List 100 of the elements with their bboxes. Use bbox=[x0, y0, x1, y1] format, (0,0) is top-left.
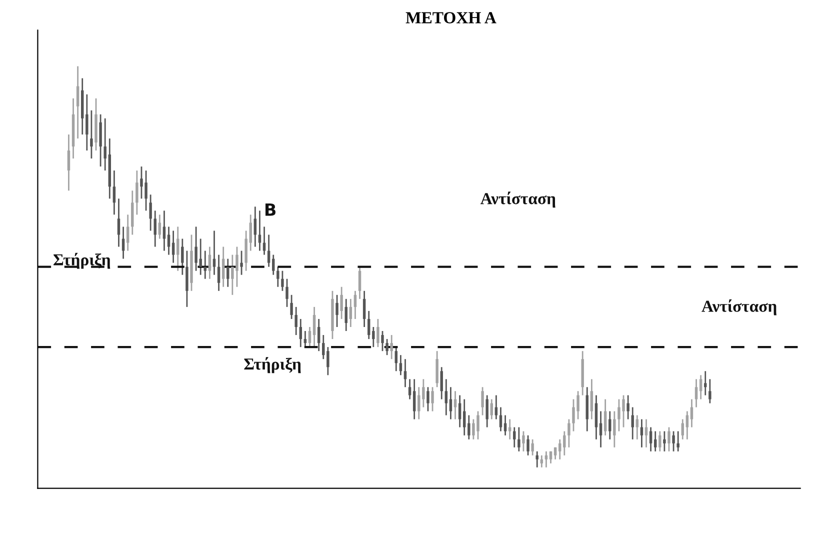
candlestick bbox=[344, 298, 348, 332]
candlestick bbox=[312, 306, 316, 348]
candlestick bbox=[208, 246, 212, 280]
candlestick bbox=[599, 410, 602, 448]
candlestick bbox=[317, 318, 320, 352]
candlestick bbox=[249, 214, 252, 252]
candlestick bbox=[449, 386, 452, 420]
candlestick bbox=[117, 198, 120, 248]
candlestick bbox=[408, 378, 412, 400]
candlestick bbox=[181, 238, 184, 276]
candlestick bbox=[299, 318, 302, 348]
candlestick bbox=[367, 310, 370, 340]
chart-title: ΜΕΤΟΧΗ Α bbox=[406, 12, 496, 24]
candlestick bbox=[386, 338, 388, 356]
candlestick bbox=[126, 214, 130, 252]
candlestick bbox=[608, 410, 612, 440]
candlestick bbox=[640, 418, 644, 448]
candlestick bbox=[222, 246, 225, 288]
candlestick bbox=[362, 290, 366, 328]
annotation: Αντίσταση bbox=[702, 299, 776, 316]
candlestick bbox=[522, 430, 525, 452]
candlestick bbox=[681, 418, 684, 440]
candlestick bbox=[376, 318, 380, 348]
candlestick bbox=[258, 210, 262, 252]
candlestick bbox=[558, 438, 562, 460]
candlestick bbox=[394, 346, 398, 372]
candlestick bbox=[122, 226, 125, 260]
ref-line-label: Στήριξη bbox=[244, 357, 301, 374]
candlestick bbox=[217, 254, 220, 292]
candlestick bbox=[490, 398, 493, 420]
candlestick bbox=[444, 378, 448, 416]
candlestick bbox=[686, 410, 689, 440]
candlestick bbox=[286, 278, 288, 308]
candlestick bbox=[644, 418, 648, 448]
candlestick bbox=[494, 394, 498, 420]
candlestick bbox=[340, 286, 343, 320]
candlestick bbox=[508, 418, 512, 440]
candlestick bbox=[154, 210, 156, 248]
candlestick bbox=[212, 230, 216, 276]
annotation: B bbox=[265, 204, 276, 216]
candlestick bbox=[167, 226, 170, 256]
candlestick bbox=[704, 370, 707, 396]
candlestick bbox=[554, 446, 557, 460]
candlestick bbox=[104, 118, 106, 172]
candlestick bbox=[254, 206, 257, 248]
annotation: Αντίσταση bbox=[480, 192, 556, 208]
candlestick bbox=[504, 414, 507, 436]
candlestick bbox=[694, 378, 698, 408]
candlestick bbox=[604, 398, 607, 436]
candlestick bbox=[654, 430, 657, 452]
candlestick bbox=[590, 378, 594, 420]
candlestick bbox=[136, 170, 138, 216]
candlestick bbox=[486, 394, 488, 428]
candlestick bbox=[526, 434, 530, 456]
candlestick bbox=[226, 258, 230, 288]
ref-line-label: Στήριξη bbox=[54, 252, 110, 269]
candlestick bbox=[418, 386, 420, 420]
candlestick bbox=[658, 430, 662, 452]
candlestick bbox=[563, 430, 566, 456]
candlestick bbox=[568, 418, 570, 448]
candlestick bbox=[699, 374, 702, 400]
candlestick bbox=[549, 450, 552, 464]
candlestick bbox=[462, 398, 466, 436]
candlestick bbox=[513, 426, 516, 448]
candlestick bbox=[404, 358, 407, 388]
candlestick bbox=[281, 270, 284, 292]
candlestick bbox=[276, 266, 280, 288]
candlestick bbox=[172, 230, 175, 264]
candlestick bbox=[304, 330, 307, 348]
candlestick bbox=[67, 134, 70, 192]
candlestick bbox=[290, 294, 293, 320]
candlestick bbox=[390, 334, 393, 360]
candlestick bbox=[544, 450, 548, 468]
candlestick bbox=[499, 406, 502, 432]
candlestick bbox=[354, 290, 357, 320]
candlestick bbox=[440, 366, 443, 400]
candlestick bbox=[349, 298, 352, 328]
candlestick bbox=[372, 326, 375, 348]
candlestick bbox=[649, 426, 652, 452]
candlestick bbox=[381, 330, 384, 352]
candlestick bbox=[336, 294, 338, 328]
candlestick bbox=[690, 398, 694, 428]
candlestick bbox=[518, 426, 520, 452]
candlestick bbox=[676, 430, 680, 452]
candlestick bbox=[672, 430, 675, 452]
candlestick bbox=[176, 226, 180, 272]
candlestick bbox=[240, 250, 243, 276]
candlestick bbox=[708, 378, 712, 404]
candlestick bbox=[458, 394, 462, 428]
candlestick bbox=[426, 386, 430, 412]
candlestick bbox=[358, 266, 362, 300]
candlestick bbox=[204, 250, 207, 280]
candlestick bbox=[308, 326, 312, 348]
candlestick bbox=[262, 226, 266, 256]
candlestick bbox=[422, 378, 425, 408]
candlestick bbox=[540, 454, 544, 468]
candlestick bbox=[149, 194, 152, 232]
candlestick bbox=[326, 346, 330, 376]
candlestick bbox=[663, 430, 666, 452]
candlestick bbox=[76, 66, 80, 140]
